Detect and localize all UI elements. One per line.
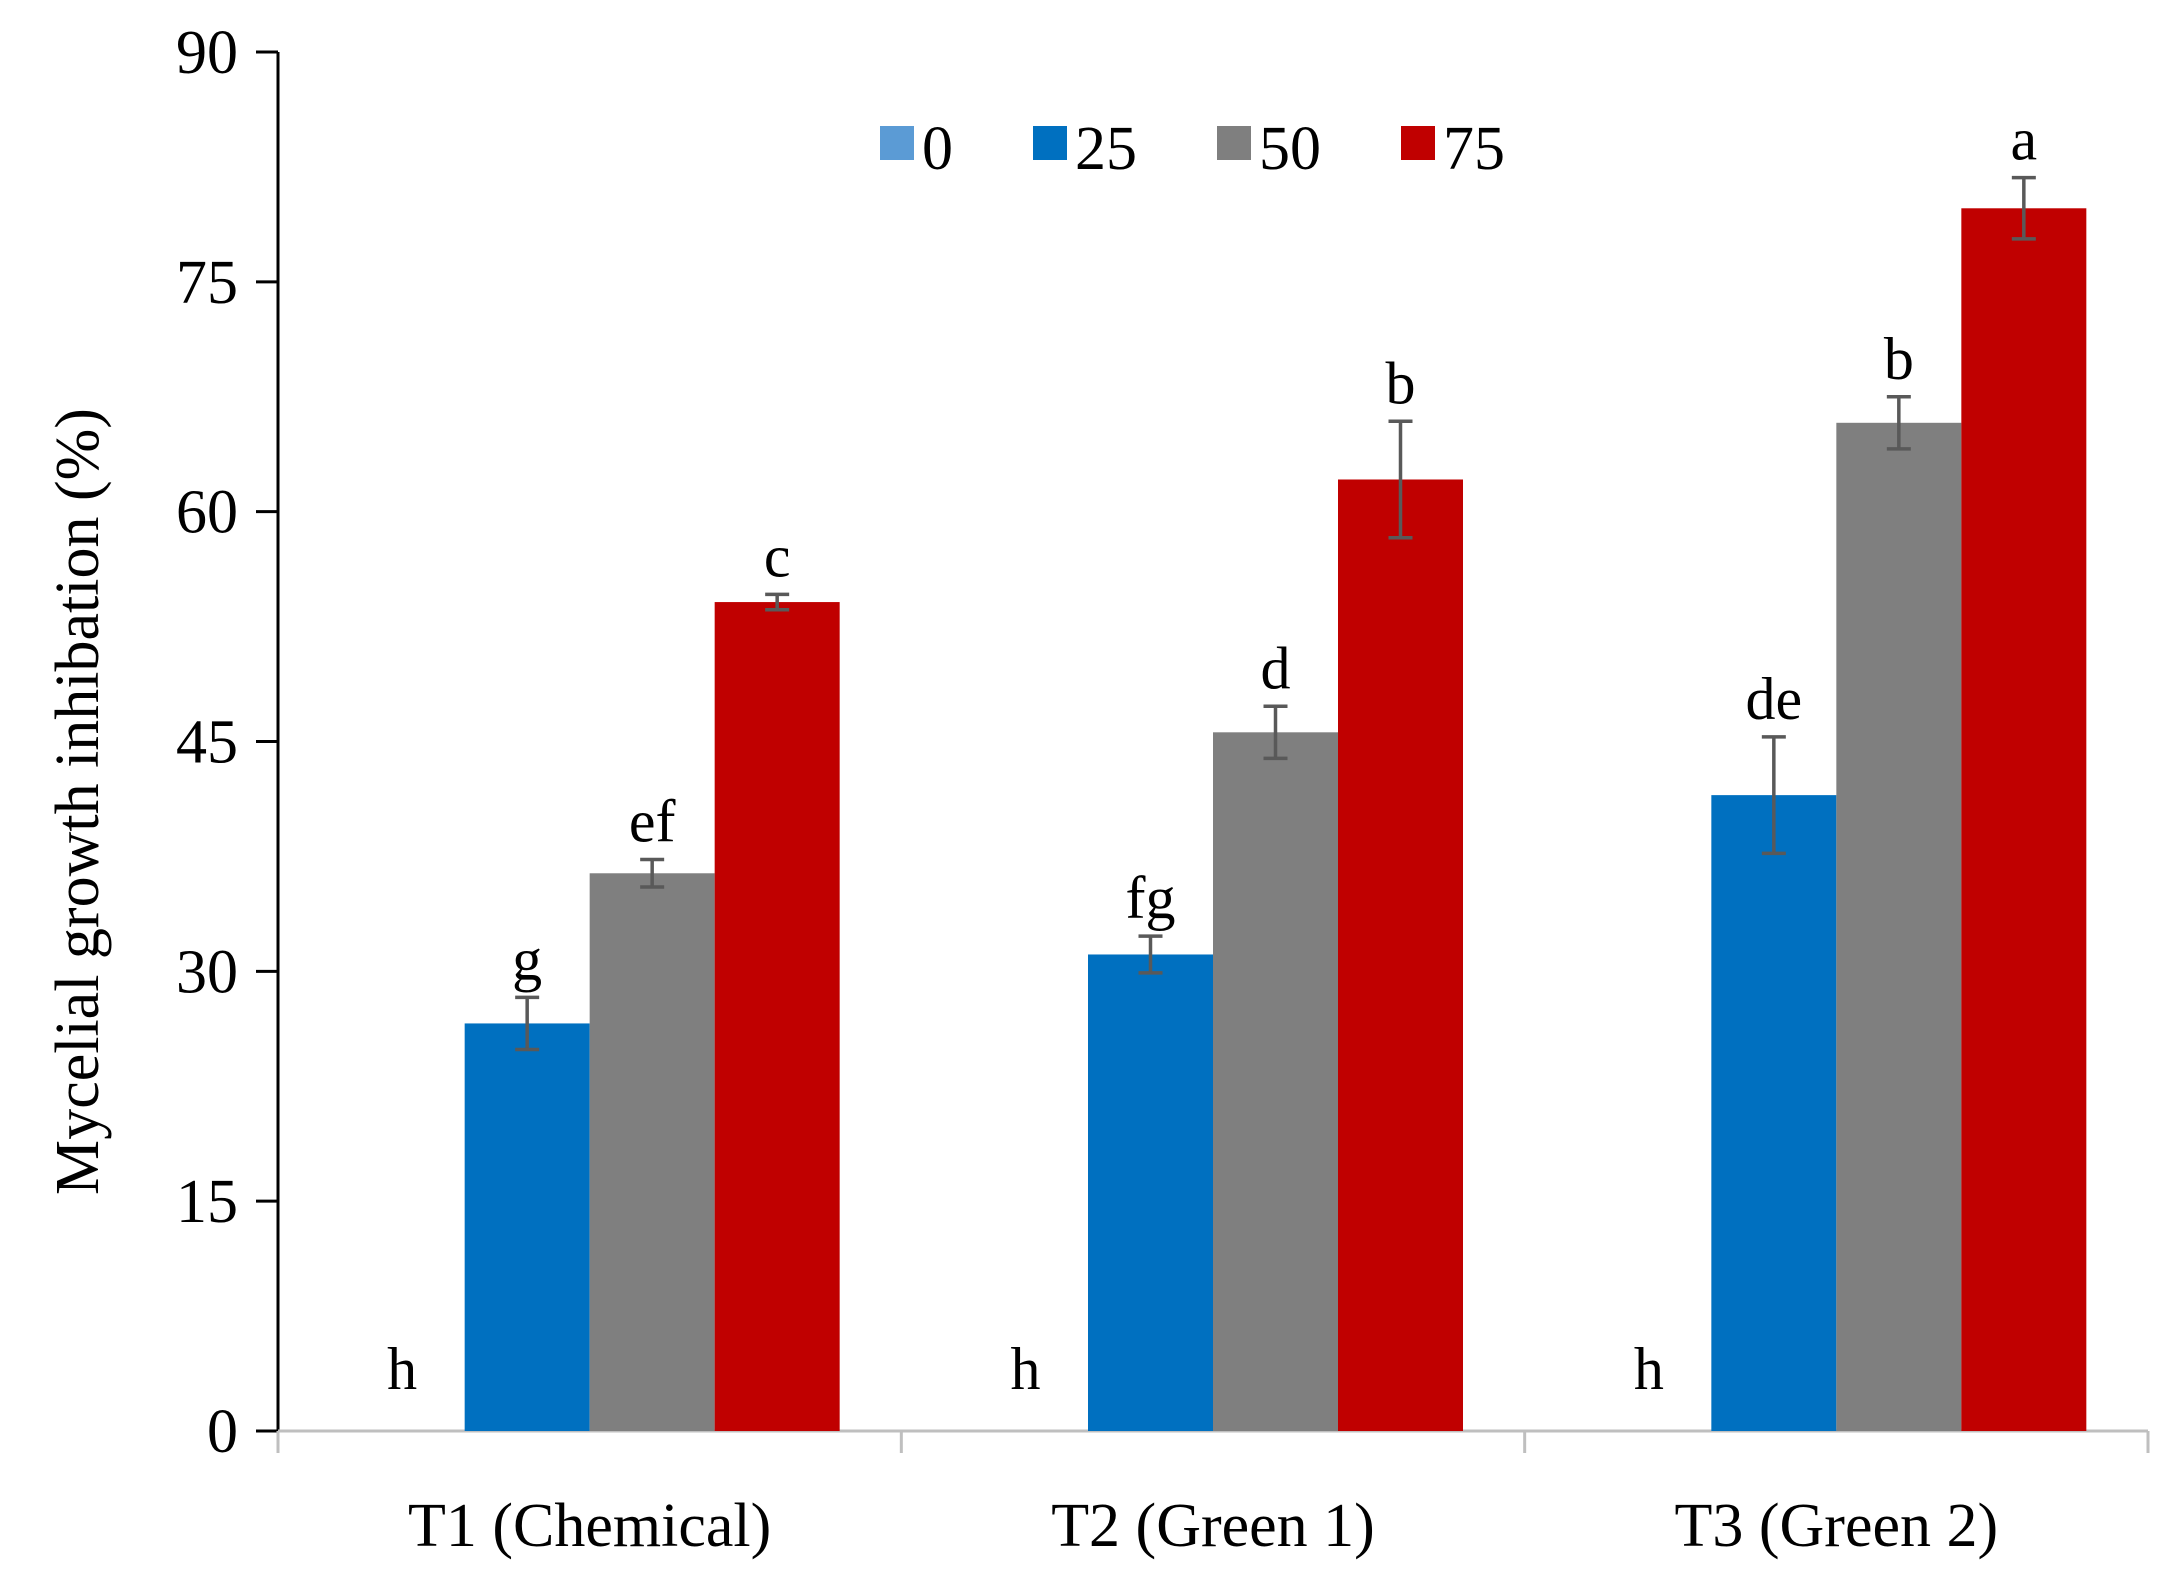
significance-label: a [2011,107,2038,173]
bar [1836,422,1962,1431]
bar [1338,479,1463,1431]
significance-label: b [1386,350,1416,416]
error-bars [515,175,2036,1052]
x-category-label: T3 (Green 2) [1675,1492,1999,1560]
significance-label: g [512,926,542,992]
axes: 0 15 30 45 60 75 90 Mycelial growth inhibation … [44,19,2150,1560]
significance-label: fg [1126,865,1176,931]
bar [714,602,840,1431]
x-category-label: T1 (Chemical) [408,1492,771,1560]
legend: 0 25 50 75 [880,115,1505,183]
y-tick-label: 30 [176,938,238,1006]
significance-label: ef [629,788,676,854]
significance-labels: h g ef c h fg d b h de b a [387,107,2037,1402]
significance-label: c [764,523,791,589]
bar [464,1023,590,1431]
bar [1961,208,2087,1432]
bar [1711,795,1837,1431]
legend-swatch [880,126,914,160]
significance-label: h [1011,1336,1041,1402]
y-axis-title: Mycelial growth inhibation (%) [44,408,112,1195]
bar [589,873,715,1431]
significance-label: h [1634,1336,1664,1402]
legend-label: 0 [922,115,953,183]
legend-label: 50 [1259,115,1321,183]
legend-label: 25 [1075,115,1137,183]
bars [464,208,2087,1432]
bar [1213,732,1338,1431]
significance-label: h [387,1336,417,1402]
y-tick-label: 90 [176,19,238,87]
legend-swatch [1401,126,1435,160]
legend-swatch [1033,126,1067,160]
bar [1088,954,1213,1431]
significance-label: b [1884,326,1914,392]
legend-label: 75 [1443,115,1505,183]
significance-label: de [1746,666,1803,732]
legend-swatch [1217,126,1251,160]
x-category-label: T2 (Green 1) [1051,1492,1375,1560]
y-tick-label: 0 [207,1398,238,1466]
y-tick-label: 45 [176,709,238,777]
y-tick-label: 60 [176,479,238,547]
significance-label: d [1261,635,1291,701]
y-tick-label: 15 [176,1168,238,1236]
y-tick-label: 75 [176,249,238,317]
